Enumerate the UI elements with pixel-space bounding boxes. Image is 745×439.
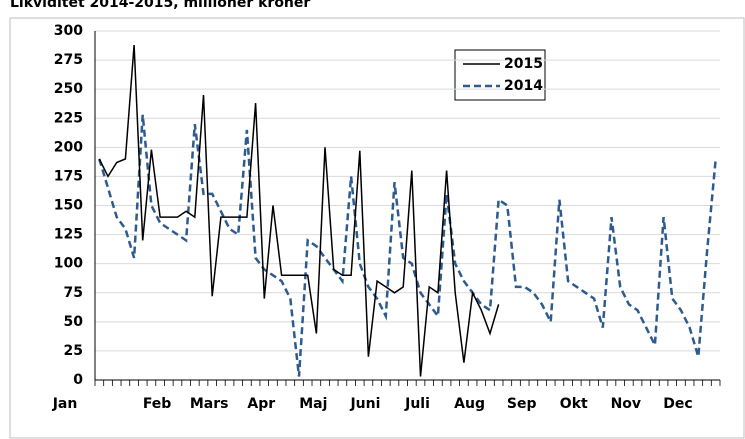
x-tick-label: Mars bbox=[190, 396, 229, 412]
y-tick-label: 250 bbox=[54, 81, 83, 97]
x-tick-label: Okt bbox=[560, 396, 588, 412]
y-tick-label: 25 bbox=[64, 343, 83, 359]
y-tick-label: 300 bbox=[54, 23, 83, 39]
y-tick-label: 75 bbox=[64, 285, 83, 301]
x-tick-label: Aug bbox=[454, 396, 485, 412]
y-tick-label: 275 bbox=[54, 52, 83, 68]
y-tick-label: 125 bbox=[54, 227, 83, 243]
x-tick-label: Sep bbox=[507, 396, 537, 412]
x-tick-label: Jan bbox=[52, 396, 78, 412]
x-tick-label: Juli bbox=[404, 396, 430, 412]
y-tick-label: 50 bbox=[64, 314, 84, 330]
line-series bbox=[98, 44, 500, 377]
legend-label: 2015 bbox=[504, 56, 543, 72]
y-tick-label: 100 bbox=[54, 256, 83, 272]
x-tick-label: Dec bbox=[663, 396, 692, 412]
legend-label: 2014 bbox=[504, 78, 543, 94]
chart-title: Likviditet 2014-2015, millioner kroner bbox=[10, 0, 310, 11]
x-tick-label: Juni bbox=[349, 396, 380, 412]
y-tick-label: 175 bbox=[54, 168, 83, 184]
y-tick-label: 150 bbox=[54, 198, 83, 214]
y-tick-label: 225 bbox=[54, 110, 83, 126]
x-tick-label: Nov bbox=[611, 396, 641, 412]
line-series bbox=[98, 114, 717, 377]
legend-box bbox=[454, 49, 546, 101]
x-tick-label: Feb bbox=[143, 396, 172, 412]
x-tick-label: Maj bbox=[299, 396, 327, 412]
y-tick-label: 0 bbox=[73, 372, 83, 388]
x-tick-label: Apr bbox=[247, 396, 275, 412]
y-tick-label: 200 bbox=[54, 139, 83, 155]
chart-frame bbox=[9, 17, 745, 439]
